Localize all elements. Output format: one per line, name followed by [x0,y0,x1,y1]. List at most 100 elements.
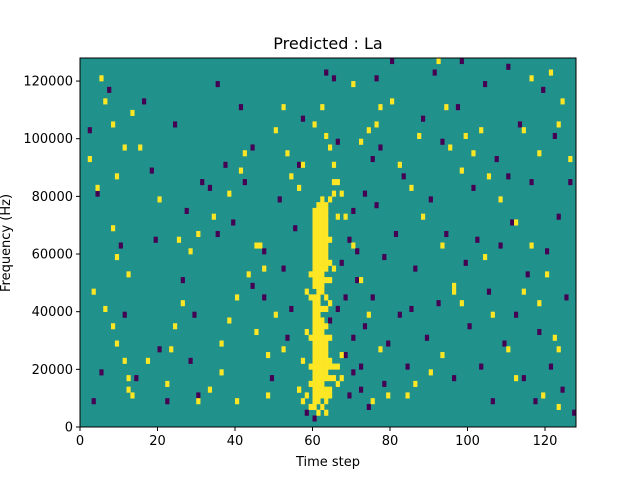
heatmap-cell-high [316,219,321,226]
heatmap-cell-high [312,352,317,359]
heatmap-cell-high [312,375,317,382]
heatmap-cell-high [312,357,317,364]
heatmap-cell-high [91,288,96,295]
heatmap-cell-low [506,63,511,70]
heatmap-cell-high [335,179,340,186]
heatmap-cell-high [320,369,325,376]
heatmap-cell-high [312,317,317,324]
heatmap-cell-low [452,375,457,382]
heatmap-cell-high [320,352,325,359]
heatmap-cell-high [320,380,325,387]
heatmap-cell-low [386,340,391,347]
heatmap-cell-high [320,202,325,209]
heatmap-cell-high [312,277,317,284]
heatmap-cell-low [432,69,437,76]
heatmap-cell-low [359,386,364,393]
heatmap-cell-high [165,380,170,387]
heatmap-cell-high [312,242,317,249]
heatmap-cell-low [343,352,348,359]
heatmap-cell-high [87,156,92,163]
heatmap-cell-high [320,213,325,220]
heatmap-cell-low [382,254,387,261]
heatmap-cell-high [316,248,321,255]
heatmap-cell-high [320,271,325,278]
heatmap-cell-high [320,386,325,393]
heatmap-cell-high [324,219,329,226]
heatmap-cell-high [312,230,317,238]
heatmap-cell-high [316,207,321,214]
heatmap-cell-high [312,259,317,266]
heatmap-cell-high [312,369,317,376]
heatmap-cells [87,58,577,422]
heatmap-cell-high [316,334,321,341]
heatmap-cell-high [196,230,201,238]
heatmap-cell-low [343,294,348,301]
heatmap-cell-high [235,398,240,405]
heatmap-cell-high [297,184,302,191]
heatmap-cell-high [560,98,565,105]
heatmap-cell-high [312,328,317,336]
heatmap-cell-high [436,58,441,65]
heatmap-cell-high [386,392,391,399]
heatmap-cell-low [215,230,220,238]
heatmap-cell-low [424,334,430,341]
heatmap-cell-high [176,236,182,243]
heatmap-cell-high [328,386,333,393]
heatmap-cell-low [238,104,244,111]
heatmap-cell-high [320,254,325,261]
heatmap-cell-low [502,340,507,347]
heatmap-cell-high [281,346,286,353]
heatmap-cell-high [320,242,325,249]
heatmap-cell-high [444,104,449,111]
heatmap-cell-high [448,144,453,151]
heatmap-cell-low [467,323,472,330]
heatmap-cell-low [196,392,201,399]
heatmap-cell-low [498,242,503,249]
y-tick-label: 20000 [32,363,73,378]
heatmap-cell-high [316,213,321,220]
heatmap-cell-high [312,282,317,289]
heatmap-cell-high [157,196,162,203]
heatmap-cell-low [541,86,546,93]
y-tick-label: 0 [65,421,73,436]
heatmap-cell-low [413,265,418,272]
heatmap-cell-high [343,213,348,220]
heatmap-cell-high [331,375,337,382]
heatmap-cell-high [331,161,337,168]
heatmap-cell-high [126,375,131,382]
heatmap-cell-high [440,352,445,359]
heatmap-cell-low [347,236,352,243]
heatmap-cell-high [568,156,573,163]
heatmap-cell-high [227,190,232,197]
heatmap-cell-high [331,179,337,186]
heatmap-cell-high [312,380,317,387]
y-tick-label: 40000 [32,305,73,320]
heatmap-cell-high [397,161,402,168]
heatmap-cell-high [103,305,108,312]
heatmap-cell-high [328,277,333,284]
heatmap-cell-high [320,277,325,284]
heatmap-cell-low [560,386,565,393]
heatmap-cell-high [328,259,333,266]
heatmap-cell-high [320,219,325,226]
heatmap-cell-high [95,184,100,191]
heatmap-cell-low [118,242,123,249]
heatmap-cell-high [316,202,321,209]
heatmap-cell-high [312,121,317,128]
heatmap-cell-high [552,334,557,341]
heatmap-cell-low [215,81,220,88]
heatmap-cell-low [293,225,298,232]
heatmap-cell-high [300,398,306,405]
heatmap-cell-high [320,248,325,255]
heatmap-cell-low [192,311,197,318]
heatmap-cell-low [328,317,333,324]
x-tick-label: 80 [382,434,399,449]
heatmap-cell-high [324,334,329,341]
heatmap-cell-high [316,236,321,243]
heatmap-cell-high [316,282,321,289]
heatmap-cell-high [316,259,321,266]
heatmap-cell-low [397,311,402,318]
heatmap-cell-high [308,334,313,341]
heatmap-cell-low [331,75,337,82]
heatmap-cell-high [312,346,317,353]
